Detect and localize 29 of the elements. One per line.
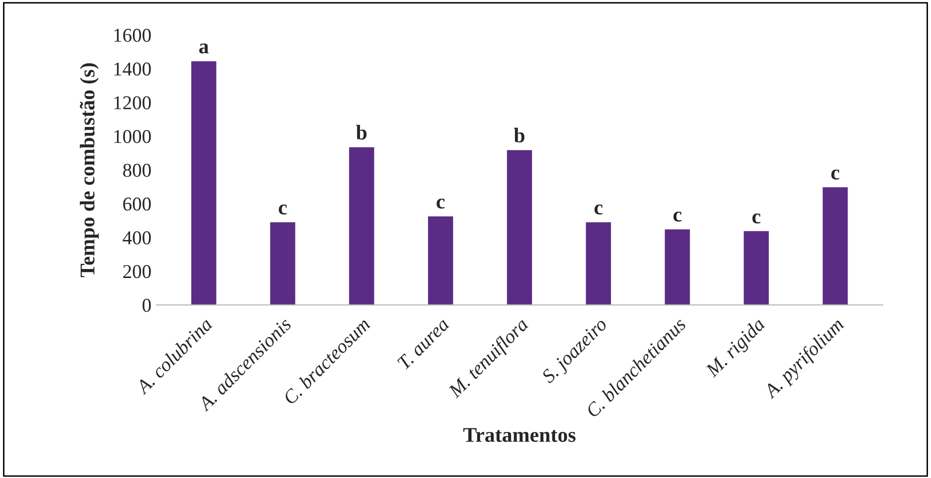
annotation: c bbox=[594, 204, 603, 215]
annotation: c bbox=[278, 204, 287, 215]
bar bbox=[586, 222, 611, 305]
bar bbox=[428, 216, 454, 305]
annotation: c bbox=[436, 198, 445, 209]
y-tick-label: 1400 bbox=[114, 62, 151, 76]
bar bbox=[822, 187, 848, 305]
bar bbox=[744, 231, 769, 305]
y-tick-label: 200 bbox=[123, 265, 151, 278]
y-tick-label: 0 bbox=[142, 298, 151, 312]
y-tick-label: 1600 bbox=[114, 28, 151, 42]
annotation: a bbox=[199, 44, 209, 54]
y-axis-title: Tempo de combustão (s) bbox=[80, 63, 99, 278]
bar bbox=[664, 229, 690, 305]
annotation: b bbox=[356, 124, 367, 140]
bar bbox=[506, 150, 532, 305]
bar bbox=[270, 222, 296, 305]
y-tick-label: 1000 bbox=[114, 130, 151, 144]
y-tick-label: 400 bbox=[122, 231, 151, 244]
annotation: c bbox=[673, 212, 682, 222]
bar bbox=[349, 147, 374, 305]
annotation: c bbox=[752, 213, 760, 224]
y-tick-label: 1200 bbox=[114, 96, 151, 110]
annotation: c bbox=[831, 170, 840, 180]
bar bbox=[191, 61, 216, 305]
annotation: b bbox=[514, 128, 524, 142]
x-axis-title: Tratamentos bbox=[463, 428, 576, 442]
y-tick-label: 800 bbox=[123, 164, 151, 177]
y-tick-label: 600 bbox=[123, 198, 151, 211]
